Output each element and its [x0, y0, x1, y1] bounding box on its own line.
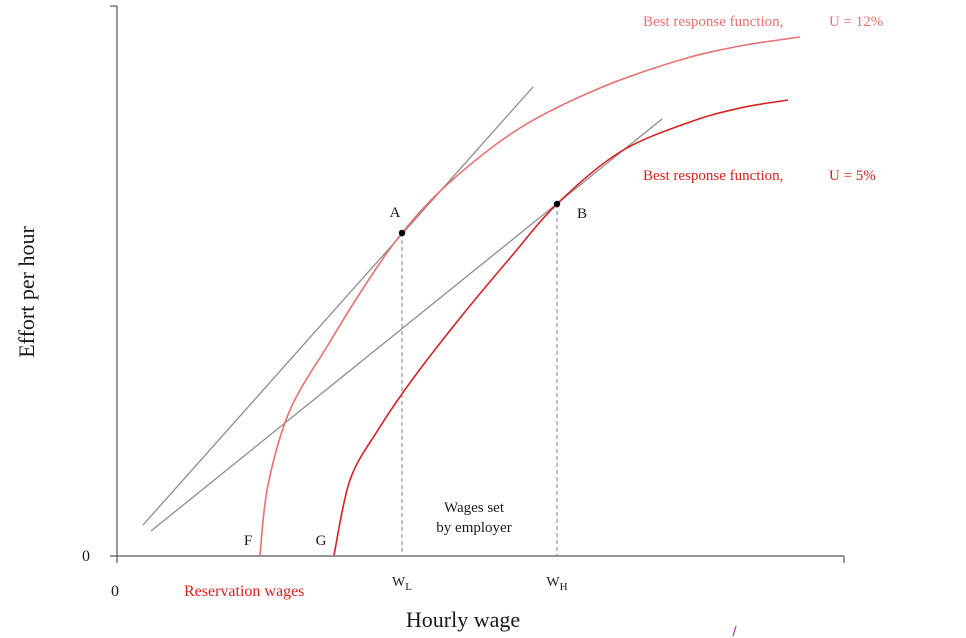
series-label-u5-value: U = 5%: [829, 168, 876, 184]
best-response-curve-u5: [333, 99, 789, 556]
wages-set-label-1: Wages set: [444, 500, 505, 516]
wage-label-wl-main: W: [392, 575, 406, 590]
reservation-label-f: F: [244, 533, 252, 549]
best-response-curve-u12: [259, 36, 801, 556]
axes: [110, 5, 845, 563]
reservation-label-g: G: [316, 533, 327, 549]
point-a-label: A: [390, 205, 401, 221]
point-b: [553, 200, 561, 208]
x-origin-label: 0: [111, 583, 119, 600]
wage-label-wh-sub: H: [560, 581, 568, 593]
wage-label-wh: WH: [546, 575, 567, 593]
y-axis-title: Effort per hour: [14, 226, 39, 358]
point-a: [398, 229, 406, 237]
wage-label-wl: WL: [392, 575, 412, 593]
point-b-label: B: [577, 206, 587, 222]
x-axis-title: Hourly wage: [406, 607, 520, 632]
stray-mark: [732, 625, 737, 637]
series-label-u5: Best response function,: [643, 168, 783, 184]
wages-set-label-2: by employer: [436, 520, 511, 536]
wage-label-wl-sub: L: [405, 581, 412, 593]
reservation-wages-label: Reservation wages: [184, 583, 304, 600]
isocost-line-2: [150, 118, 663, 532]
series-label-u12: Best response function,: [643, 14, 783, 30]
series-label-u12-value: U = 12%: [829, 14, 883, 30]
wage-label-wh-main: W: [546, 575, 560, 590]
y-origin-label: 0: [82, 548, 90, 565]
isocost-line-1: [142, 86, 534, 526]
